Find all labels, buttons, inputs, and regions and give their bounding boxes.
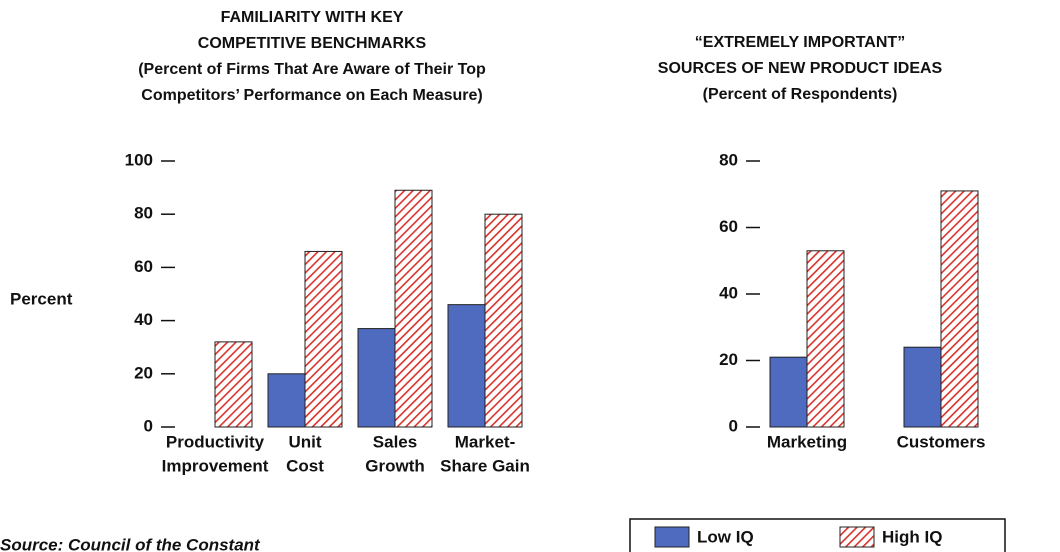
bar: [940, 190, 979, 428]
bar: [394, 189, 433, 428]
legend-swatch: [839, 526, 875, 548]
x-tick-label: Market-: [455, 432, 515, 451]
x-tick-label: Productivity: [166, 432, 265, 451]
legend-label: High IQ: [882, 527, 942, 546]
y-tick-label: 60: [134, 257, 153, 276]
bar: [484, 213, 523, 428]
bar: [304, 250, 343, 428]
chart-title: “EXTREMELY IMPORTANT”: [695, 34, 905, 51]
y-tick-label: 80: [134, 204, 153, 223]
legend-box: [629, 518, 1006, 552]
bar: [357, 328, 396, 428]
x-tick-label: Sales: [373, 432, 417, 451]
y-tick-label: 20: [134, 363, 153, 382]
source-note: Source: Council of the Constant: [0, 535, 261, 552]
bar: [903, 346, 942, 428]
chart-subtitle: Competitors’ Performance on Each Measure…: [141, 87, 482, 104]
y-tick-label: 20: [719, 350, 738, 369]
chart-title: SOURCES OF NEW PRODUCT IDEAS: [658, 60, 943, 77]
bar: [769, 356, 808, 428]
legend-label: Low IQ: [697, 527, 754, 546]
y-axis-label: Percent: [10, 289, 73, 308]
y-tick-label: 60: [719, 217, 738, 236]
x-tick-label: Share Gain: [440, 456, 530, 475]
y-tick-label: 0: [729, 416, 738, 435]
x-tick-label: Unit: [288, 432, 321, 451]
x-tick-label: Growth: [365, 456, 425, 475]
x-tick-label: Customers: [897, 432, 986, 451]
y-tick-label: 100: [125, 150, 153, 169]
chart-title: COMPETITIVE BENCHMARKS: [198, 35, 427, 52]
y-tick-label: 40: [134, 310, 153, 329]
chart-subtitle: (Percent of Firms That Are Aware of Thei…: [138, 61, 486, 78]
chart-subtitle: (Percent of Respondents): [703, 86, 898, 103]
y-tick-label: 40: [719, 283, 738, 302]
bar: [214, 341, 253, 428]
bar: [806, 250, 845, 428]
x-tick-label: Cost: [286, 456, 324, 475]
chart-title: FAMILIARITY WITH KEY: [221, 9, 404, 26]
legend-swatch: [654, 526, 690, 548]
bar: [267, 373, 306, 428]
y-tick-label: 80: [719, 150, 738, 169]
x-tick-label: Improvement: [162, 456, 269, 475]
bar: [447, 304, 486, 428]
x-tick-label: Marketing: [767, 432, 847, 451]
y-tick-label: 0: [144, 416, 153, 435]
